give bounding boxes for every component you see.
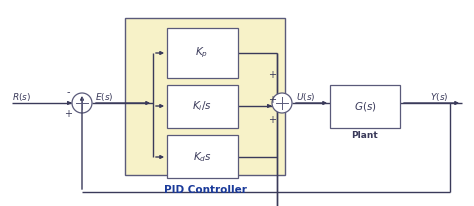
Text: +: + [268, 115, 276, 125]
Text: +: + [64, 109, 72, 119]
Text: $K_p$: $K_p$ [195, 46, 209, 60]
Text: $R(s)$: $R(s)$ [12, 91, 31, 103]
Bar [167, 135, 238, 178]
Text: $K_d s$: $K_d s$ [192, 150, 211, 164]
Text: $Y(s)$: $Y(s)$ [430, 91, 448, 103]
Text: Plant: Plant [352, 130, 378, 139]
Bar [167, 85, 238, 128]
Text: +: + [268, 95, 276, 105]
Bar [330, 85, 400, 128]
Text: $K_i/s$: $K_i/s$ [192, 99, 212, 113]
Text: PID Controller: PID Controller [164, 185, 246, 195]
Text: $E(s)$: $E(s)$ [95, 91, 114, 103]
Text: -: - [66, 87, 70, 97]
Text: $G(s)$: $G(s)$ [354, 99, 376, 112]
Circle shape [272, 93, 292, 113]
Bar [167, 28, 238, 78]
Bar [125, 18, 285, 175]
Text: +: + [268, 70, 276, 80]
Text: $U(s)$: $U(s)$ [296, 91, 316, 103]
Circle shape [72, 93, 92, 113]
